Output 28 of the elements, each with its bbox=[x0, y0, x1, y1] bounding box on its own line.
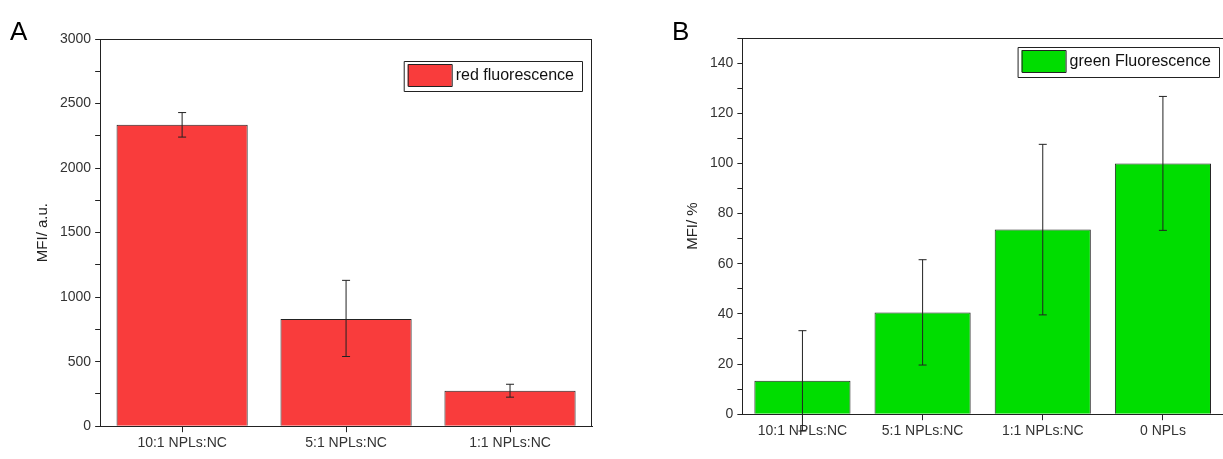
y-tick-label: 40 bbox=[717, 304, 734, 321]
text: A bbox=[10, 16, 28, 46]
x-tick-label: 10:1 NPLs:NC bbox=[137, 434, 227, 451]
y-axis-title: MFI/ a.u. bbox=[33, 203, 51, 263]
legend-label: red fluorescence bbox=[455, 66, 575, 84]
y-tick-label: 0 bbox=[725, 405, 734, 422]
y-tick-label: 60 bbox=[717, 254, 734, 271]
x-tick-label: 5:1 NPLs:NC bbox=[881, 422, 964, 439]
x-tick-label: 10:1 NPLs:NC bbox=[757, 422, 848, 439]
text: B bbox=[672, 16, 690, 46]
y-tick-label: 80 bbox=[717, 204, 734, 221]
y-tick-label: 0 bbox=[83, 417, 92, 434]
y-tick-label: 20 bbox=[717, 354, 734, 371]
x-tick-label: 1:1 NPLs:NC bbox=[469, 434, 551, 451]
x-tick-label: 5:1 NPLs:NC bbox=[305, 434, 387, 451]
y-tick-label: 100 bbox=[710, 154, 734, 171]
x-tick-label: 0 NPLs bbox=[1139, 422, 1186, 439]
y-tick-label: 1000 bbox=[59, 287, 92, 304]
y-axis-title: MFI/ % bbox=[683, 202, 701, 250]
y-tick-label: 140 bbox=[710, 53, 734, 70]
legend-label: green Fluorescence bbox=[1069, 52, 1212, 70]
x-tick-label: 1:1 NPLs:NC bbox=[1001, 422, 1084, 439]
y-tick-label: 500 bbox=[67, 352, 92, 369]
y-tick-label: 3000 bbox=[59, 29, 92, 46]
y-tick-label: 2500 bbox=[59, 94, 92, 111]
y-tick-label: 120 bbox=[710, 104, 734, 121]
y-tick-label: 2000 bbox=[59, 158, 92, 175]
y-tick-label: 1500 bbox=[59, 223, 92, 240]
